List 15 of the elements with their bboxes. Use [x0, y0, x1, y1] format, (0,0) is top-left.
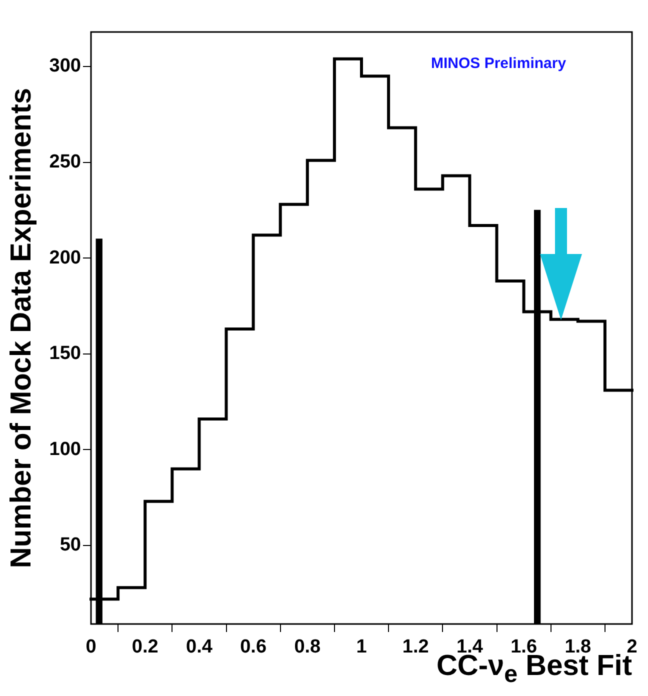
y-tick-label: 150: [49, 343, 81, 364]
y-tick-label: 250: [49, 152, 81, 173]
x-tick-label: 0.6: [240, 636, 267, 658]
x-tick-label: 0.2: [132, 636, 158, 658]
x-tick-label: 1: [356, 636, 368, 658]
x-tick-label: 0.8: [294, 636, 321, 658]
x-tick-label: 0: [86, 636, 96, 658]
y-tick-label: 200: [49, 247, 81, 268]
y-tick-label: 100: [49, 438, 81, 460]
y-tick-label: 300: [49, 56, 81, 77]
y-tick-label: 50: [60, 534, 81, 556]
annotation: MINOS Preliminary: [431, 55, 567, 72]
y-axis-title: Number of Mock Data Experiments: [6, 88, 38, 568]
x-tick-label: 0.4: [186, 636, 213, 658]
x-tick-label: 1.2: [402, 636, 429, 658]
